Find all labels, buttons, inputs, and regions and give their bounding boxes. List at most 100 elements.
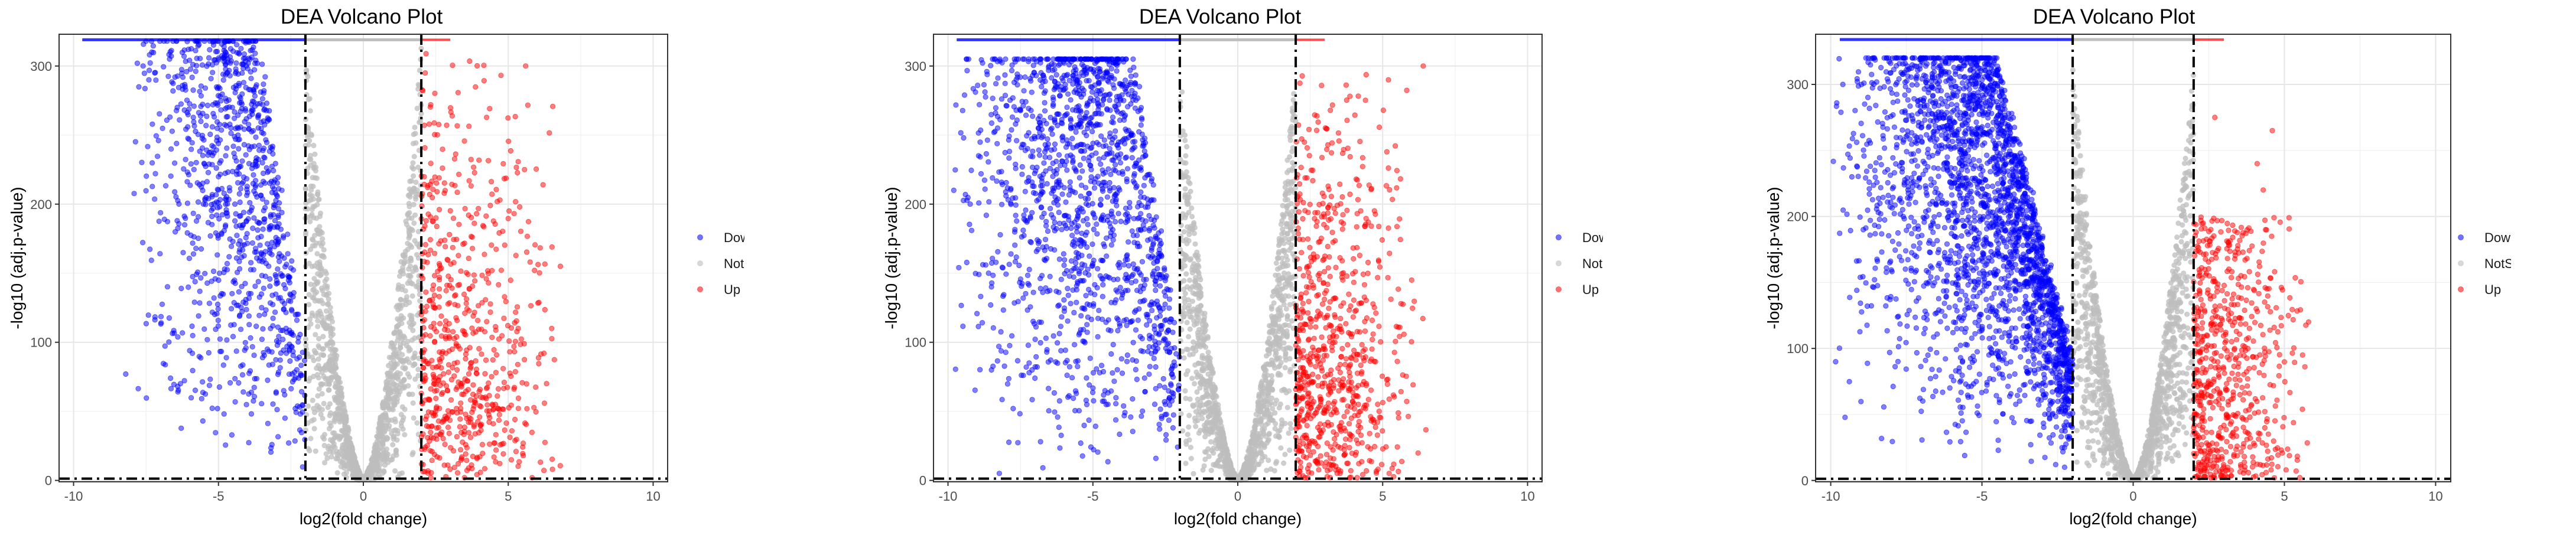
point-up <box>455 90 461 96</box>
point-notsig <box>1264 407 1270 414</box>
point-down <box>261 285 266 291</box>
point-down <box>157 251 163 257</box>
point-notsig <box>1205 349 1211 355</box>
point-up <box>508 325 515 331</box>
point-down <box>223 197 229 203</box>
point-up <box>508 457 515 463</box>
point-up <box>434 180 440 186</box>
point-notsig <box>332 384 338 390</box>
point-notsig <box>1283 284 1289 290</box>
point-notsig <box>325 301 331 306</box>
point-up <box>440 390 445 396</box>
point-notsig <box>313 448 318 454</box>
point-notsig <box>320 334 326 339</box>
point-down <box>251 384 257 390</box>
point-up <box>477 414 483 420</box>
point-up <box>441 371 447 377</box>
point-up <box>523 249 530 255</box>
point-notsig <box>365 470 370 476</box>
x-tick-label: -5 <box>213 489 225 504</box>
point-notsig <box>321 459 328 466</box>
point-up <box>427 298 432 303</box>
point-down <box>255 115 261 120</box>
point-down <box>248 335 253 341</box>
point-down <box>275 205 281 212</box>
point-down <box>204 113 210 119</box>
point-up <box>515 159 521 165</box>
point-notsig <box>378 445 384 450</box>
point-up <box>512 348 518 355</box>
point-up <box>464 416 470 422</box>
point-down <box>1064 105 1070 110</box>
point-up <box>501 379 508 386</box>
point-down <box>132 139 138 145</box>
point-up <box>434 432 440 438</box>
point-up <box>483 213 489 219</box>
point-notsig <box>316 386 322 392</box>
point-down <box>1000 181 1006 187</box>
point-notsig <box>1183 461 1189 466</box>
point-down <box>184 68 190 75</box>
point-down <box>235 302 241 308</box>
point-down <box>238 164 244 169</box>
point-notsig <box>347 440 353 446</box>
point-down <box>243 306 249 312</box>
point-up <box>451 465 457 471</box>
point-down <box>251 172 256 178</box>
point-down <box>269 184 275 190</box>
point-notsig <box>385 404 391 410</box>
point-down <box>1064 167 1070 173</box>
point-down <box>189 350 196 357</box>
point-down <box>214 301 221 308</box>
point-down <box>193 48 199 54</box>
point-up <box>422 223 428 229</box>
point-down <box>244 184 250 190</box>
point-down <box>974 311 980 316</box>
point-down <box>291 376 297 383</box>
point-notsig <box>411 415 417 421</box>
point-notsig <box>1280 346 1287 352</box>
point-down <box>1069 233 1075 239</box>
point-down <box>136 84 142 90</box>
point-up <box>432 409 439 414</box>
point-up <box>428 161 434 166</box>
point-notsig <box>1282 452 1288 458</box>
point-notsig <box>1198 361 1205 367</box>
point-down <box>1061 251 1066 257</box>
point-down <box>195 199 201 205</box>
point-up <box>423 218 429 224</box>
point-notsig <box>1289 235 1295 241</box>
point-notsig <box>1279 417 1285 423</box>
point-down <box>134 60 140 66</box>
point-down <box>220 362 226 368</box>
point-down <box>209 213 215 220</box>
point-notsig <box>1185 334 1192 339</box>
point-down <box>215 93 222 99</box>
point-down <box>232 376 238 382</box>
point-up <box>512 438 518 444</box>
point-up <box>449 285 455 291</box>
point-notsig <box>1270 293 1276 299</box>
point-notsig <box>1188 223 1194 230</box>
point-notsig <box>415 367 421 373</box>
point-down <box>274 407 280 413</box>
legend-key-up <box>697 286 703 292</box>
point-up <box>493 370 499 376</box>
point-up <box>532 242 538 248</box>
point-up <box>505 216 511 221</box>
point-down <box>193 68 199 74</box>
point-down <box>190 240 196 246</box>
point-notsig <box>1251 448 1258 454</box>
point-notsig <box>1267 341 1273 347</box>
point-up <box>424 303 430 309</box>
point-down <box>192 279 198 285</box>
point-notsig <box>410 160 416 166</box>
point-notsig <box>1207 378 1213 384</box>
point-up <box>434 132 440 138</box>
point-down <box>1047 273 1053 279</box>
point-down <box>209 405 215 412</box>
point-down <box>1111 378 1117 384</box>
point-notsig <box>1225 472 1231 479</box>
point-down <box>228 306 235 312</box>
legend-label-down: Down <box>724 230 744 245</box>
